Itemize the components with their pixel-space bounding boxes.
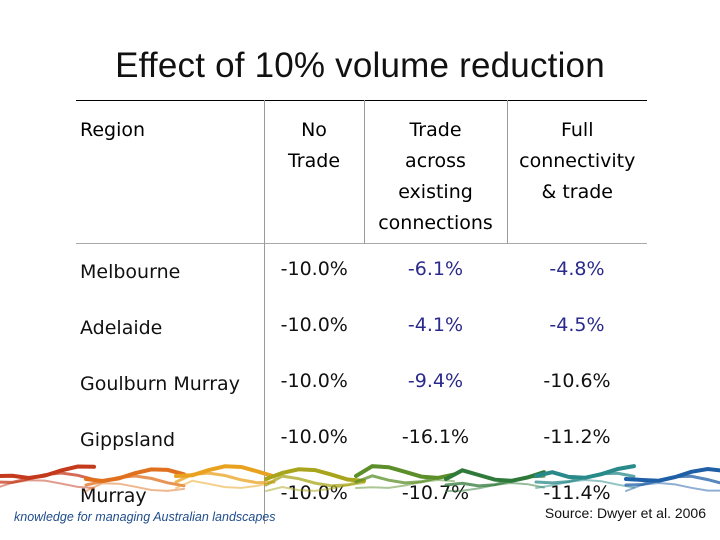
full-connectivity-cell: -11.2%: [543, 426, 611, 448]
no-trade-cell: -10.0%: [263, 300, 364, 356]
wave-stroke: [355, 478, 455, 489]
no-trade-cell: -10.0%: [263, 412, 364, 468]
wave-stroke: [354, 472, 456, 485]
no-trade-cell: -10.0%: [263, 356, 364, 412]
table-row: Adelaide -10.0% -4.1% -4.5%: [76, 300, 647, 356]
wave-stroke: [84, 474, 186, 488]
region-cell: Gippsland: [80, 429, 176, 451]
trade-existing-cell: -6.1%: [407, 258, 464, 280]
trade-existing-cell: -10.7%: [401, 482, 470, 504]
trade-existing-cell: -9.4%: [407, 370, 464, 392]
header-full-connectivity: Full connectivity & trade: [506, 100, 647, 244]
results-table: Region No Trade Trade across existing co…: [76, 100, 647, 524]
wave-stroke: [535, 478, 635, 489]
table-row: Melbourne -10.0% -6.1% -4.8%: [76, 243, 647, 300]
footer-tagline: knowledge for managing Australian landsc…: [14, 510, 276, 524]
region-cell: Melbourne: [80, 261, 181, 283]
wave-stroke: [174, 471, 276, 485]
region-cell: Goulburn Murray: [80, 373, 240, 395]
wave-stroke: [625, 481, 720, 492]
trade-existing-cell: -16.1%: [401, 426, 470, 448]
wave-stroke: [0, 479, 95, 489]
no-trade-cell: -10.0%: [263, 243, 364, 300]
table-row: Gippsland -10.0% -16.1% -11.2%: [76, 412, 647, 468]
wave-stroke: [175, 479, 275, 489]
wave-stroke: [85, 482, 185, 492]
wave-stroke: [445, 481, 545, 492]
full-connectivity-cell: -4.8%: [549, 258, 605, 280]
table-row: Goulburn Murray -10.0% -9.4% -10.6%: [76, 356, 647, 412]
wave-stroke: [534, 471, 636, 485]
full-connectivity-cell: -11.4%: [543, 482, 611, 504]
region-cell: Adelaide: [80, 317, 163, 339]
full-connectivity-cell: -10.6%: [543, 370, 611, 392]
region-cell: Murray: [80, 485, 147, 507]
trade-existing-cell: -4.1%: [407, 314, 464, 336]
wave-stroke: [265, 482, 365, 492]
source-citation: Source: Dwyer et al. 2006: [544, 505, 706, 521]
slide-title: Effect of 10% volume reduction: [115, 46, 605, 85]
wave-stroke: [264, 467, 366, 483]
table-row: Murray -10.0% -10.7% -11.4%: [76, 468, 647, 524]
decorative-waves: [0, 464, 720, 492]
header-trade-existing: Trade across existing connections: [363, 100, 507, 244]
table-header-row: Region No Trade Trade across existing co…: [76, 100, 647, 244]
header-no-trade: No Trade: [263, 100, 364, 244]
header-region: Region: [80, 119, 146, 141]
full-connectivity-cell: -4.5%: [549, 314, 605, 336]
